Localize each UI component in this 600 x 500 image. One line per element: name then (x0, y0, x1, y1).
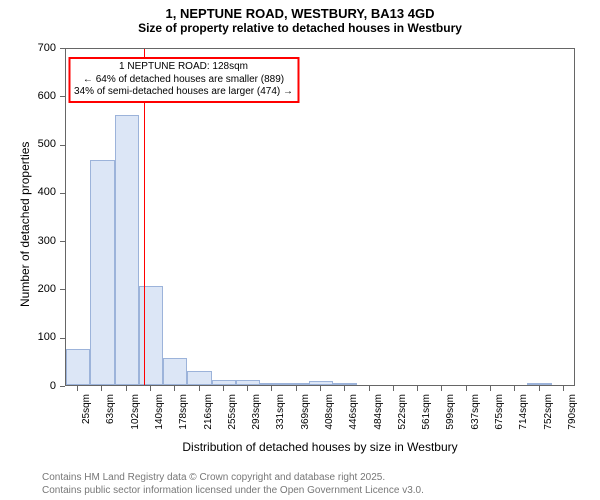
annotation-line: 1 NEPTUNE ROAD: 128sqm (74, 61, 293, 74)
y-tick (60, 338, 65, 339)
histogram-bar (212, 380, 236, 385)
plot-area: 1 NEPTUNE ROAD: 128sqm← 64% of detached … (65, 48, 575, 386)
chart-title-sub: Size of property relative to detached ho… (0, 21, 600, 35)
y-tick (60, 145, 65, 146)
histogram-bar (527, 383, 551, 385)
y-tick-label: 700 (0, 42, 56, 54)
histogram-bar (285, 383, 309, 385)
y-axis-label: Number of detached properties (18, 142, 32, 307)
x-tick (199, 386, 200, 391)
y-tick-label: 100 (0, 331, 56, 343)
histogram-bar (163, 358, 187, 385)
footer-line-2: Contains public sector information licen… (42, 485, 424, 496)
histogram-bar (139, 286, 163, 385)
y-tick (60, 241, 65, 242)
x-tick (514, 386, 515, 391)
x-tick (296, 386, 297, 391)
y-tick-label: 600 (0, 90, 56, 102)
annotation-line: 34% of semi-detached houses are larger (… (74, 86, 293, 99)
x-axis-label: Distribution of detached houses by size … (65, 440, 575, 454)
x-tick (223, 386, 224, 391)
y-tick (60, 96, 65, 97)
histogram-bar (260, 383, 284, 385)
x-tick (247, 386, 248, 391)
histogram-bar (90, 160, 114, 385)
annotation-line: ← 64% of detached houses are smaller (88… (74, 74, 293, 87)
x-tick (466, 386, 467, 391)
x-tick (174, 386, 175, 391)
x-tick (369, 386, 370, 391)
x-tick (563, 386, 564, 391)
histogram-bar (66, 349, 90, 385)
footer-line-1: Contains HM Land Registry data © Crown c… (42, 472, 385, 483)
x-tick (77, 386, 78, 391)
x-tick (393, 386, 394, 391)
chart-title-main: 1, NEPTUNE ROAD, WESTBURY, BA13 4GD (0, 6, 600, 21)
histogram-bar (115, 115, 139, 385)
x-tick (126, 386, 127, 391)
x-tick (101, 386, 102, 391)
y-tick (60, 48, 65, 49)
x-tick (490, 386, 491, 391)
x-tick (441, 386, 442, 391)
y-tick (60, 289, 65, 290)
y-tick-label: 0 (0, 380, 56, 392)
x-tick (271, 386, 272, 391)
annotation-box: 1 NEPTUNE ROAD: 128sqm← 64% of detached … (68, 57, 299, 103)
x-tick (539, 386, 540, 391)
x-tick (150, 386, 151, 391)
histogram-bar (236, 380, 260, 385)
x-tick (344, 386, 345, 391)
histogram-bar (187, 371, 211, 385)
histogram-bar (309, 381, 333, 385)
chart-titles: 1, NEPTUNE ROAD, WESTBURY, BA13 4GD Size… (0, 0, 600, 35)
x-tick (320, 386, 321, 391)
y-tick (60, 193, 65, 194)
x-tick (417, 386, 418, 391)
histogram-bar (333, 383, 357, 385)
y-tick (60, 386, 65, 387)
